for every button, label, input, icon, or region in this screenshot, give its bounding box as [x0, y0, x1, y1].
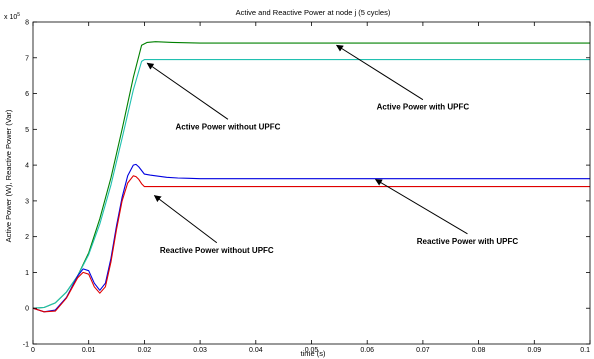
x-tick-label: 0.07	[416, 347, 430, 354]
annotation-label-4: Reactive Power with UPFC	[417, 237, 519, 246]
x-tick-label: 0.02	[138, 347, 152, 354]
x-tick-label: 0.08	[472, 347, 486, 354]
series-line-4	[32, 175, 590, 313]
annotation-arrow-1	[146, 62, 229, 120]
annotation-label-2: Active Power with UPFC	[377, 103, 470, 112]
annotation-arrow-3	[153, 195, 218, 244]
series-line-2	[32, 59, 590, 309]
annotation-arrow-2	[335, 44, 424, 101]
y-tick-label: 6	[25, 91, 29, 98]
y-tick-label: 4	[25, 163, 29, 170]
y-tick-label: 1	[25, 270, 29, 277]
y-tick-label: 8	[25, 20, 29, 27]
y-multiplier-base: x 10	[4, 14, 17, 21]
y-tick-label: -1	[23, 342, 29, 349]
x-tick-label: 0.06	[360, 347, 374, 354]
x-tick-label: 0.1	[580, 347, 590, 354]
y-multiplier-exponent: 5	[17, 12, 20, 18]
y-tick-label: 5	[25, 127, 29, 134]
y-multiplier-label: x 105	[4, 12, 20, 21]
x-tick-label: 0	[31, 347, 35, 354]
annotation-label-3: Reactive Power without UPFC	[160, 246, 274, 255]
series-layer	[32, 41, 590, 313]
y-tick-label: 7	[25, 55, 29, 62]
annotation-arrow-4	[374, 178, 468, 235]
y-tick-label: 3	[25, 198, 29, 205]
annotation-layer: Active Power without UPFC Active Power wi…	[146, 44, 519, 255]
x-tick-label: 0.05	[305, 347, 319, 354]
x-tick-label: 0.01	[82, 347, 96, 354]
axes-layer: 0 0.01 0.02 0.03 0.04 0.05 0.06 0.07 0.08 0.09 0.1…	[23, 20, 591, 354]
y-axis-label: Active Power (W), Reactive Power (Var)	[4, 109, 13, 242]
x-tick-label: 0.09	[527, 347, 541, 354]
y-tick-label: 0	[25, 306, 29, 313]
chart-title: Active and Reactive Power at node j (5 c…	[236, 8, 391, 17]
x-tick-label: 0.03	[193, 347, 207, 354]
y-tick-label: 2	[25, 234, 29, 241]
x-axis-label: time (s)	[301, 349, 327, 358]
series-line-3	[32, 163, 590, 313]
annotation-label-1: Active Power without UPFC	[175, 122, 280, 131]
x-tick-label: 0.04	[249, 347, 263, 354]
